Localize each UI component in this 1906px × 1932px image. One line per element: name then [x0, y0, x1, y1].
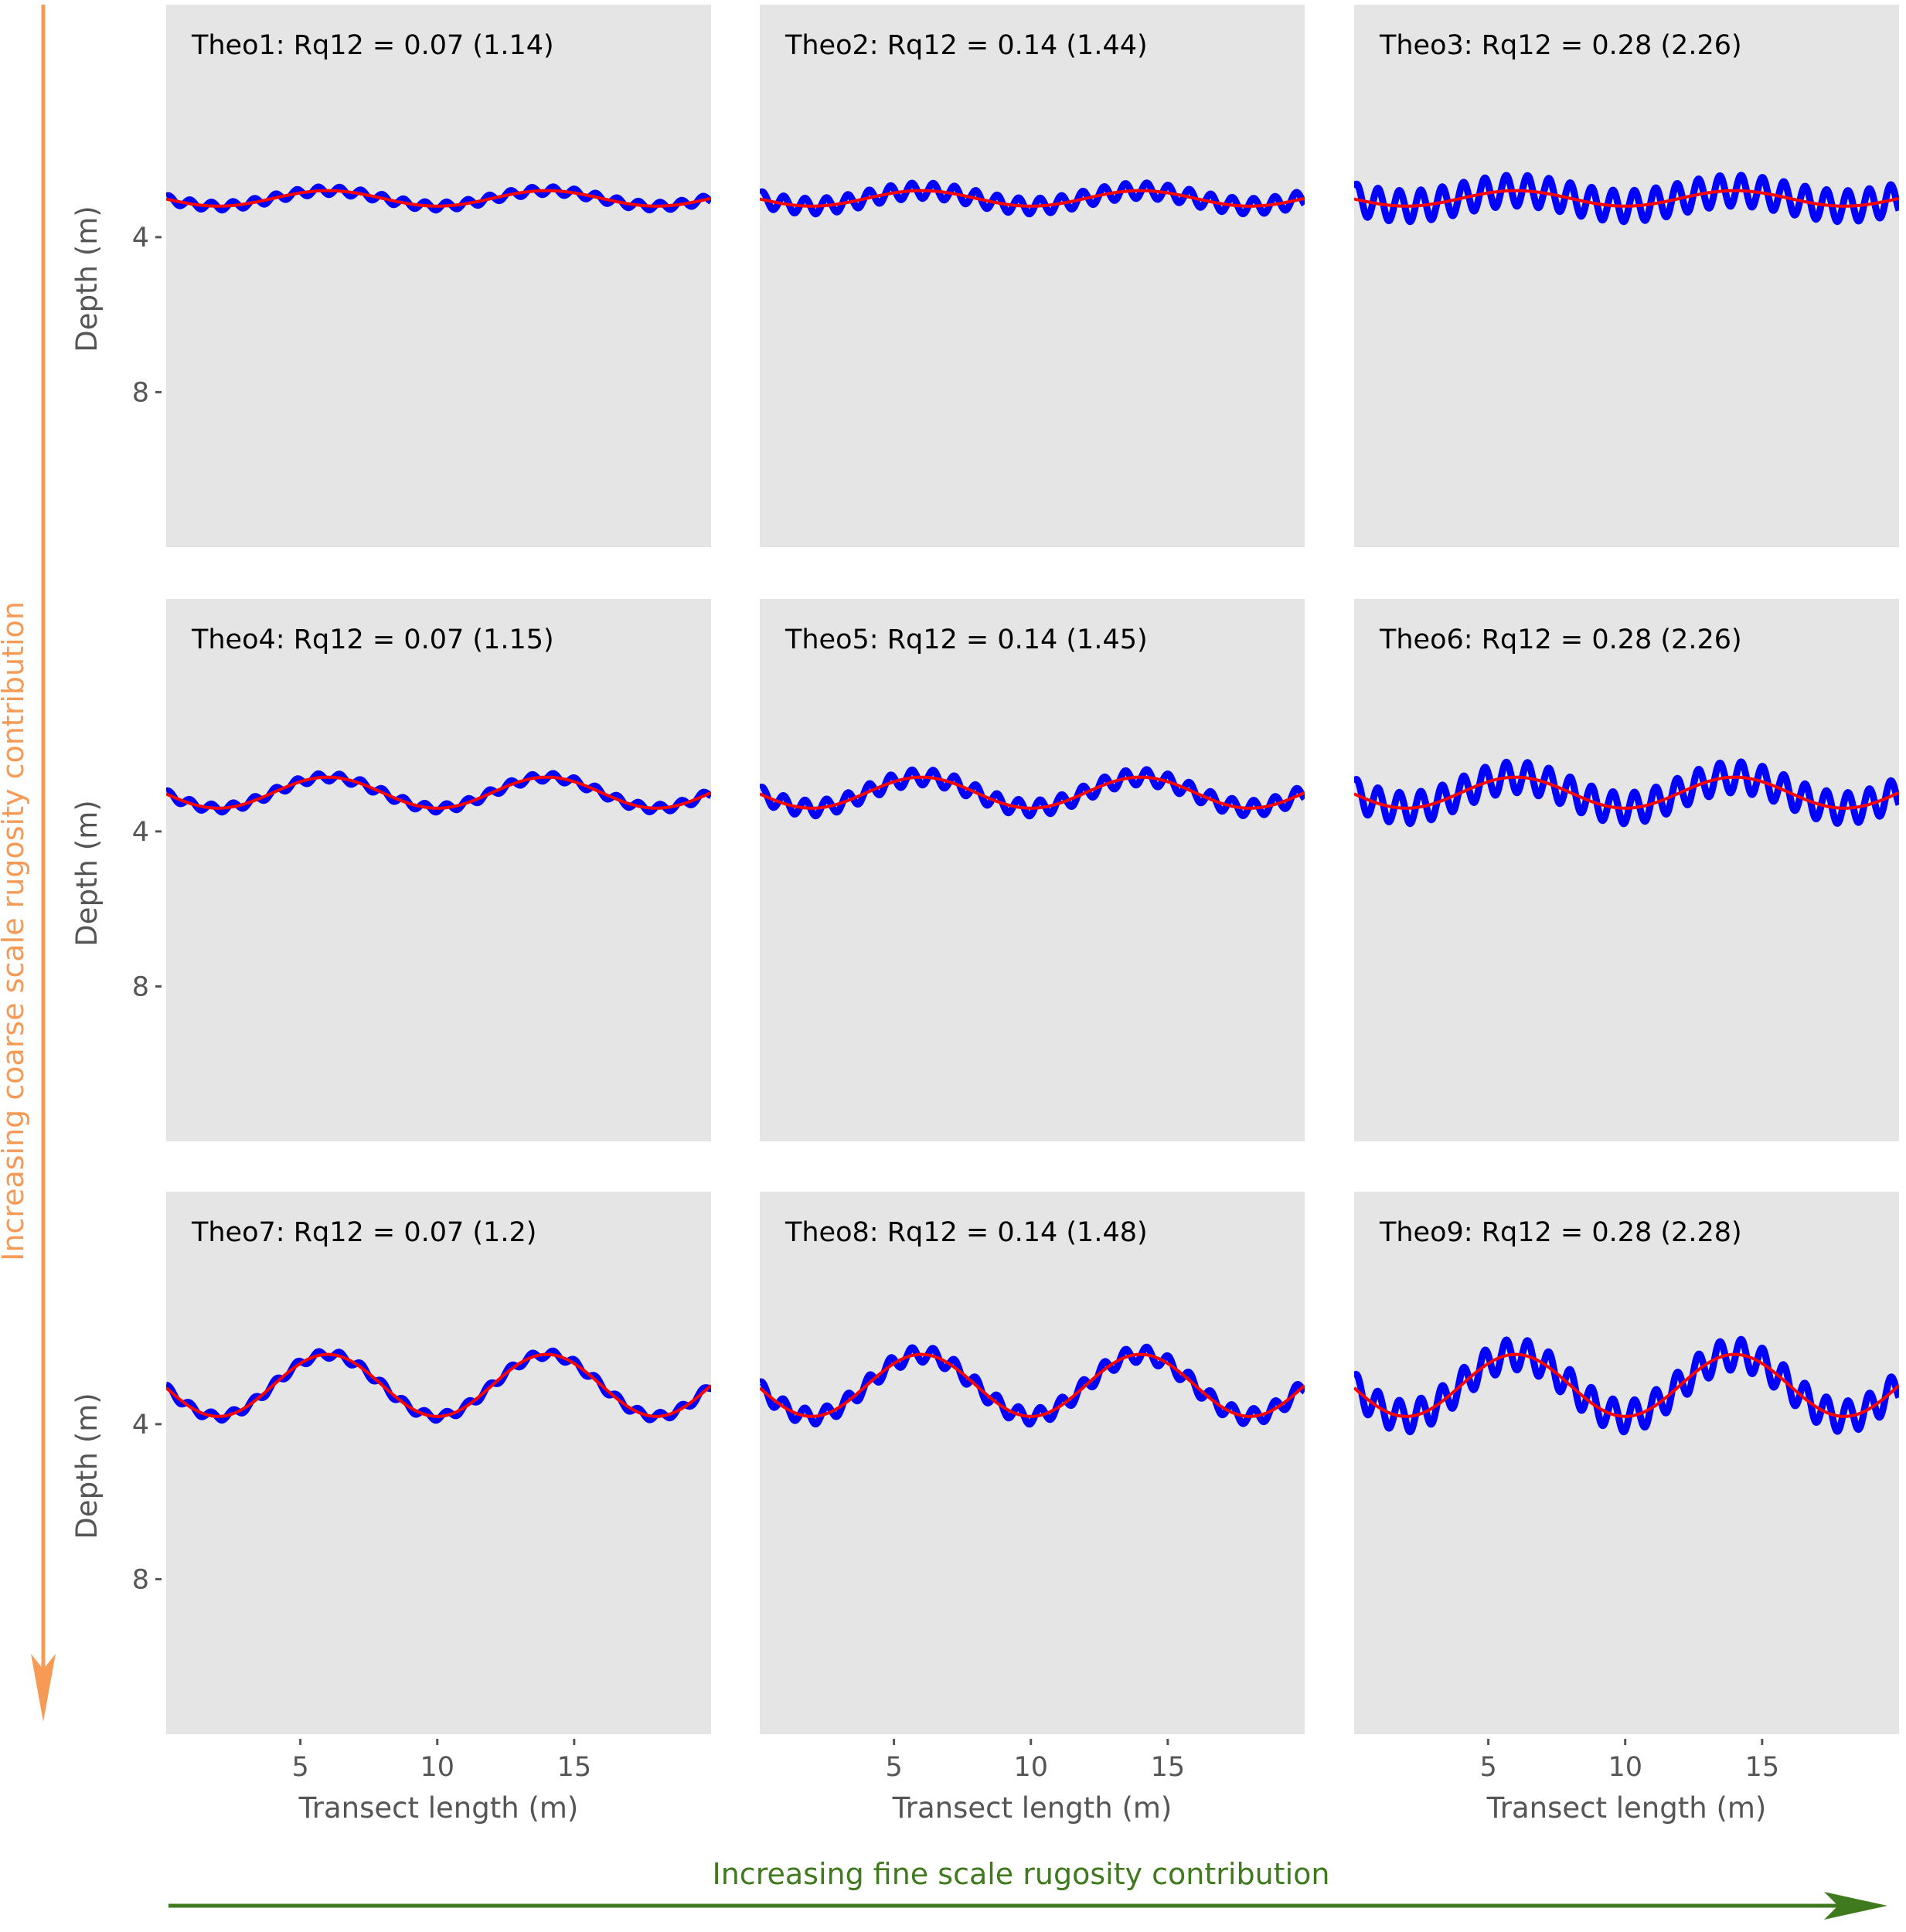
x-tick-label: 15	[557, 1752, 592, 1783]
smoothed-line	[166, 189, 711, 208]
panel-title: Theo1: Rq12 = 0.07 (1.14)	[191, 30, 554, 61]
plot-area	[166, 1192, 711, 1734]
panel-title: Theo8: Rq12 = 0.14 (1.48)	[785, 1217, 1148, 1248]
smoothed-line	[166, 775, 711, 810]
panel-4: Theo4: Rq12 = 0.07 (1.15) 4 8 Depth (m)	[70, 599, 711, 1141]
panel-6: Theo6: Rq12 = 0.28 (2.26)	[1354, 599, 1899, 1141]
profile-line	[166, 1347, 711, 1424]
panel-5: Theo5: Rq12 = 0.14 (1.45)	[760, 599, 1305, 1141]
smoothed-line	[760, 775, 1305, 810]
y-tick-label: 8	[132, 971, 149, 1002]
panel-8: Theo8: Rq12 = 0.14 (1.48) 5 10 15 Transect l…	[760, 1192, 1305, 1825]
smoothed-line	[1354, 1352, 1899, 1418]
y-axis-label: Depth (m)	[70, 1393, 104, 1539]
y-axis-label: Depth (m)	[70, 206, 104, 352]
y-axis-label: Depth (m)	[70, 800, 104, 946]
x-tick-label: 5	[885, 1752, 902, 1783]
profile-line	[1354, 172, 1899, 226]
smoothed-line	[1354, 775, 1899, 810]
y-tick-label: 8	[132, 1564, 149, 1595]
profile-line	[760, 1343, 1305, 1428]
panel-title: Theo2: Rq12 = 0.14 (1.44)	[785, 30, 1148, 61]
plot-area	[166, 5, 711, 547]
x-tick-label: 5	[291, 1752, 308, 1783]
profile-line	[1354, 758, 1899, 828]
coarse-arrow	[31, 5, 56, 1722]
x-tick-label: 10	[1013, 1752, 1048, 1783]
fine-arrow-label: Increasing fine scale rugosity contribut…	[713, 1857, 1330, 1891]
panel-title: Theo3: Rq12 = 0.28 (2.26)	[1379, 30, 1742, 61]
profile-line	[166, 770, 711, 816]
x-tick-label: 5	[1479, 1752, 1496, 1783]
panel-title: Theo7: Rq12 = 0.07 (1.2)	[191, 1217, 536, 1248]
x-tick-label: 15	[1151, 1752, 1186, 1783]
plot-area	[1354, 5, 1899, 547]
plot-area	[1354, 599, 1899, 1141]
plot-area	[760, 1192, 1305, 1734]
x-axis-label: Transect length (m)	[1486, 1791, 1767, 1825]
profile-line	[166, 183, 711, 214]
x-axis-label: Transect length (m)	[892, 1791, 1173, 1825]
panel-1: Theo1: Rq12 = 0.07 (1.14) 4 8 Depth (m)	[70, 5, 711, 547]
panel-2: Theo2: Rq12 = 0.14 (1.44)	[760, 5, 1305, 547]
profile-line	[1354, 1335, 1899, 1436]
panel-title: Theo5: Rq12 = 0.14 (1.45)	[785, 624, 1148, 655]
x-axis-label: Transect length (m)	[298, 1791, 579, 1825]
profile-line	[760, 179, 1305, 218]
fine-arrow	[168, 1892, 1887, 1920]
plot-area	[760, 5, 1305, 547]
x-tick-label: 10	[1608, 1752, 1642, 1783]
panel-7: Theo7: Rq12 = 0.07 (1.2) 4 8 5 10 15 Depth (m)…	[70, 1192, 711, 1825]
y-tick-label: 4	[132, 817, 149, 848]
panel-3: Theo3: Rq12 = 0.28 (2.26)	[1354, 5, 1899, 547]
plot-area	[1354, 1192, 1899, 1734]
smoothed-line	[760, 189, 1305, 208]
profile-line	[760, 766, 1305, 820]
panel-title: Theo6: Rq12 = 0.28 (2.26)	[1379, 624, 1742, 655]
x-tick-label: 15	[1745, 1752, 1780, 1783]
y-tick-label: 4	[132, 1410, 149, 1440]
plot-area	[760, 599, 1305, 1141]
smoothed-line	[1354, 189, 1899, 208]
smoothed-line	[166, 1352, 711, 1418]
panel-title: Theo9: Rq12 = 0.28 (2.28)	[1379, 1217, 1742, 1248]
x-tick-label: 10	[420, 1752, 454, 1783]
y-tick-label: 4	[132, 223, 149, 253]
coarse-arrow-label: Increasing coarse scale rugosity contrib…	[0, 601, 30, 1261]
panel-title: Theo4: Rq12 = 0.07 (1.15)	[191, 624, 554, 655]
plot-area	[166, 599, 711, 1141]
y-tick-label: 8	[132, 377, 149, 408]
smoothed-line	[760, 1352, 1305, 1418]
panel-9: Theo9: Rq12 = 0.28 (2.28) 5 10 15 Transect l…	[1354, 1192, 1899, 1825]
